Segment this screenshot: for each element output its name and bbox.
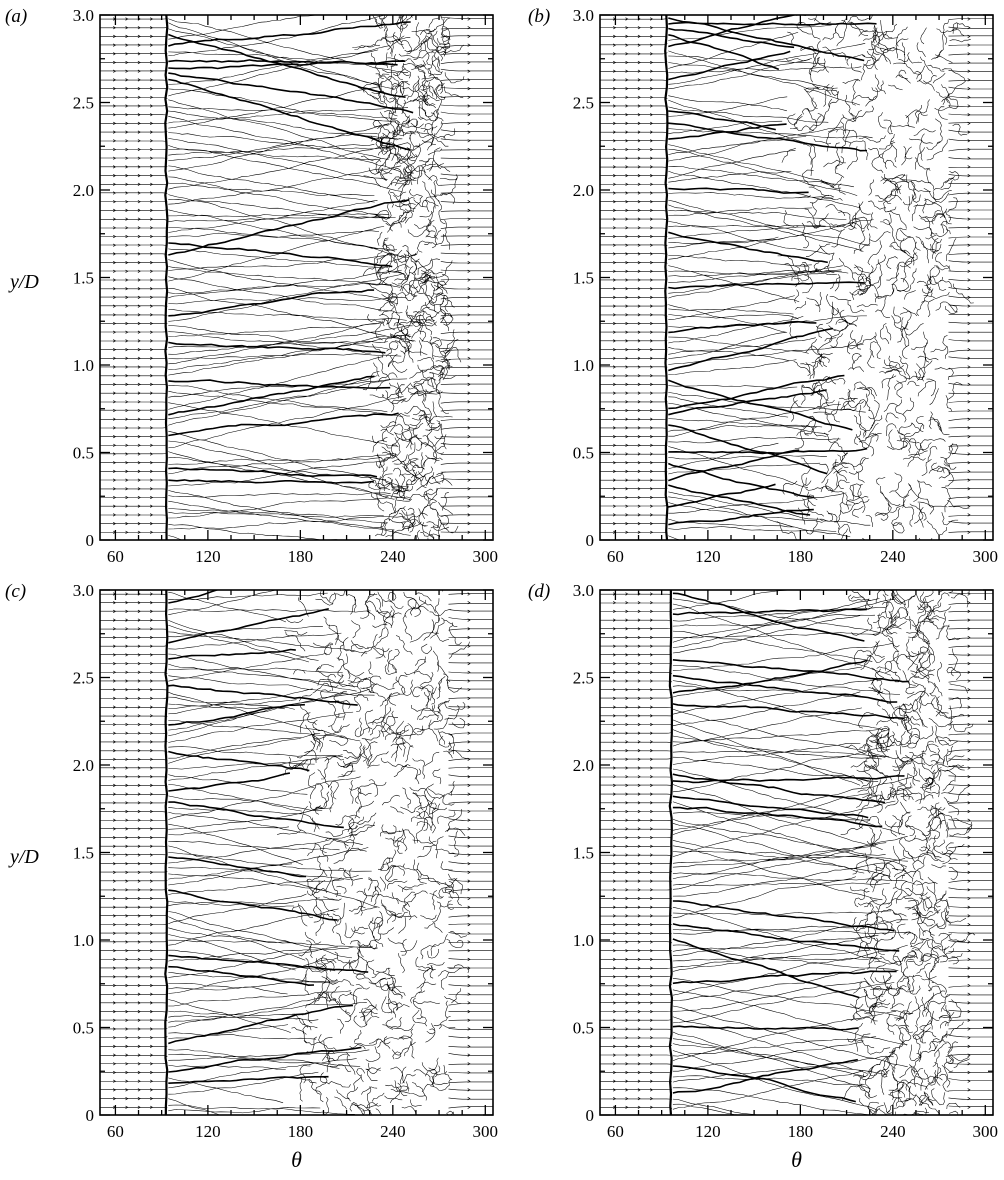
downstream-arrows (967, 17, 971, 534)
turbulent-streamlines (276, 590, 470, 1115)
panel-label: (c) (5, 581, 26, 602)
y-tick-label: 1.5 (73, 844, 94, 863)
x-tick-label: 300 (973, 1122, 999, 1141)
converging-streamlines (168, 21, 414, 484)
panel-label: (b) (528, 6, 550, 27)
x-tick-label: 60 (107, 1122, 124, 1141)
x-tick-label: 60 (607, 1122, 624, 1141)
plot-frame (599, 589, 994, 1116)
separation-line (668, 590, 674, 1115)
turbulent-streamlines (840, 590, 976, 1115)
separation-line (164, 590, 169, 1115)
streamlines (100, 15, 493, 540)
y-axis-label: y/D (8, 271, 39, 293)
y-tick-label: 1.5 (573, 269, 594, 288)
y-tick-label: 2.0 (73, 756, 94, 775)
x-tick-label: 240 (880, 1122, 906, 1141)
x-tick-label: 300 (473, 1122, 499, 1141)
panel-b: 60 120 180 240 300 0 0.5 1.0 1.5 2.0 2.5 3.0 (b) (528, 6, 999, 566)
x-tick-label: 120 (695, 547, 721, 566)
panel-label: (a) (5, 6, 27, 27)
x-tick-label: 60 (607, 547, 624, 566)
x-tick-label: 300 (473, 547, 499, 566)
x-tick-label: 180 (288, 1122, 314, 1141)
y-tick-label: 1.5 (573, 844, 594, 863)
y-tick-label: 1.0 (573, 931, 594, 950)
y-tick-label: 3.0 (73, 6, 94, 25)
panel-label: (d) (528, 581, 550, 602)
x-tick-label: 60 (107, 547, 124, 566)
y-tick-label: 2.0 (573, 756, 594, 775)
x-tick-label: 120 (195, 547, 221, 566)
streamlines (600, 590, 993, 1115)
separated-streamlines (672, 590, 913, 1115)
y-tick-label: 0 (586, 531, 595, 550)
separated-streamlines (668, 24, 874, 540)
turbulent-streamlines (776, 15, 974, 540)
y-tick-label: 3.0 (573, 6, 594, 25)
x-tick-label: 120 (695, 1122, 721, 1141)
x-tick-label: 240 (380, 547, 406, 566)
y-tick-label: 0 (86, 531, 95, 550)
downstream-streamlines (448, 593, 493, 1109)
upstream-streamlines (600, 593, 673, 1109)
upstream-streamlines (100, 593, 168, 1109)
x-tick-label: 180 (788, 1122, 814, 1141)
flow-direction-arrows (613, 17, 654, 534)
panel-d: 60 120 180 240 300 0 0.5 1.0 1.5 2.0 2.5 3.0 (d) θ (528, 581, 999, 1172)
x-tick-label: 180 (288, 547, 314, 566)
streamlines (100, 590, 493, 1115)
flow-direction-arrows (613, 592, 654, 1109)
y-tick-label: 0.5 (73, 1019, 94, 1038)
turbulent-streamlines (352, 15, 465, 540)
x-tick-label: 240 (380, 1122, 406, 1141)
y-tick-label: 2.5 (573, 669, 594, 688)
y-tick-label: 3.0 (573, 581, 594, 600)
downstream-arrows (467, 17, 471, 534)
plot-frame (599, 14, 994, 541)
x-tick-label: 120 (195, 1122, 221, 1141)
downstream-arrows (467, 592, 471, 1109)
y-tick-label: 3.0 (73, 581, 94, 600)
y-tick-label: 0.5 (73, 444, 94, 463)
downstream-streamlines (440, 16, 493, 533)
panel-c: 60 120 180 240 300 0 0.5 1.0 1.5 2.0 2.5 3.0 (c) y/D θ (5, 581, 499, 1172)
y-tick-label: 2.5 (73, 669, 94, 688)
upstream-streamlines (100, 17, 168, 533)
x-tick-label: 240 (880, 547, 906, 566)
y-tick-label: 2.0 (73, 181, 94, 200)
y-tick-label: 0.5 (573, 1019, 594, 1038)
downstream-streamlines (948, 592, 993, 1107)
converging-streamlines (667, 15, 877, 526)
y-tick-label: 2.5 (573, 94, 594, 113)
flow-direction-arrows (113, 592, 154, 1109)
y-tick-label: 1.0 (73, 931, 94, 950)
flow-direction-arrows (113, 17, 154, 534)
y-tick-label: 1.5 (73, 269, 94, 288)
y-tick-label: 2.0 (573, 181, 594, 200)
downstream-arrows (967, 592, 971, 1109)
separated-streamlines (168, 15, 414, 540)
y-tick-label: 0.5 (573, 444, 594, 463)
y-tick-label: 2.5 (73, 94, 94, 113)
y-tick-label: 1.0 (73, 356, 94, 375)
y-tick-label: 0 (86, 1106, 95, 1125)
downstream-streamlines (948, 18, 993, 533)
y-tick-label: 0 (586, 1106, 595, 1125)
x-axis-label: θ (791, 1147, 802, 1172)
separation-line (664, 15, 669, 540)
y-tick-label: 1.0 (573, 356, 594, 375)
separation-line (164, 15, 169, 540)
upstream-streamlines (600, 17, 668, 533)
panel-a: 60 120 180 240 300 0 0.5 1.0 1.5 2.0 2.5 3.0 (a) y/D (5, 6, 499, 566)
y-axis-label: y/D (8, 846, 39, 868)
streamlines (600, 15, 993, 540)
x-axis-label: θ (291, 1147, 302, 1172)
converging-streamlines (168, 590, 369, 1084)
x-tick-label: 180 (788, 547, 814, 566)
plot-frame (99, 589, 494, 1116)
x-tick-label: 300 (973, 547, 999, 566)
converging-streamlines (672, 592, 909, 1103)
